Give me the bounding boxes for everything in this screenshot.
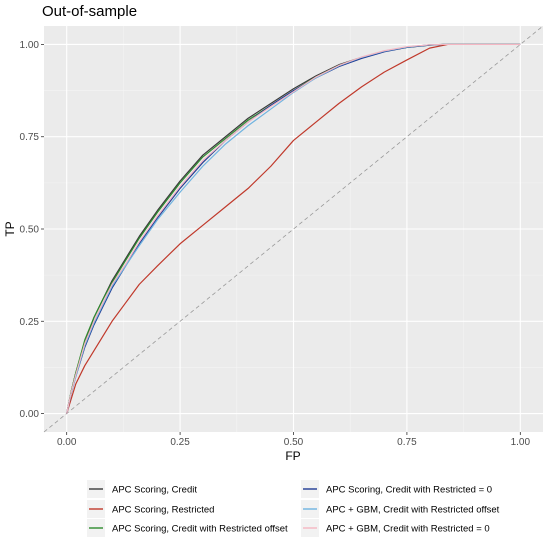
diagonal-reference-line xyxy=(43,25,544,433)
y-axis-title: TP xyxy=(3,221,17,236)
legend-label: APC Scoring, Credit xyxy=(112,485,197,496)
y-tick-label: 0.50 xyxy=(20,225,40,236)
series-line-2 xyxy=(66,43,521,414)
legend-label: APC Scoring, Credit with Restricted = 0 xyxy=(326,485,492,496)
chart-title: Out-of-sample xyxy=(42,3,137,20)
y-axis-ticks: 0.00 0.25 0.50 0.75 1.00 xyxy=(20,40,44,420)
x-tick-label: 0.50 xyxy=(284,437,304,448)
x-tick-label: 1.00 xyxy=(511,437,531,448)
legend-label: APC + GBM, Credit with Restricted offset xyxy=(326,505,500,516)
x-axis-ticks: 0.00 0.25 0.50 0.75 1.00 xyxy=(57,432,531,448)
series-line-4 xyxy=(66,43,521,414)
grid-major xyxy=(44,26,543,432)
x-tick-label: 0.00 xyxy=(57,437,77,448)
x-tick-label: 0.75 xyxy=(397,437,417,448)
y-tick-label: 0.75 xyxy=(20,132,40,143)
y-tick-label: 0.00 xyxy=(20,409,40,420)
series-lines xyxy=(66,43,521,414)
legend-label: APC Scoring, Credit with Restricted offs… xyxy=(112,524,288,535)
legend: APC Scoring, Credit APC Scoring, Restrict… xyxy=(87,480,500,537)
x-axis-title: FP xyxy=(285,449,300,463)
legend-label: APC + GBM, Credit with Restricted = 0 xyxy=(326,524,490,535)
y-tick-label: 1.00 xyxy=(20,40,40,51)
y-tick-label: 0.25 xyxy=(20,317,40,328)
series-line-6 xyxy=(66,43,521,414)
legend-label: APC Scoring, Restricted xyxy=(112,505,214,516)
x-tick-label: 0.25 xyxy=(170,437,190,448)
